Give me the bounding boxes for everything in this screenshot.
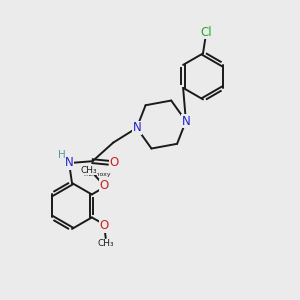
Text: methoxy: methoxy xyxy=(83,172,111,177)
Text: O: O xyxy=(100,219,109,232)
Text: Cl: Cl xyxy=(201,26,212,39)
Text: H: H xyxy=(58,150,66,160)
Text: O: O xyxy=(110,156,119,169)
Text: CH₃: CH₃ xyxy=(81,166,97,175)
Text: N: N xyxy=(65,156,74,169)
Text: O: O xyxy=(100,179,109,192)
Text: CH₃: CH₃ xyxy=(98,239,115,248)
Text: N: N xyxy=(182,115,190,128)
Text: N: N xyxy=(132,122,141,134)
